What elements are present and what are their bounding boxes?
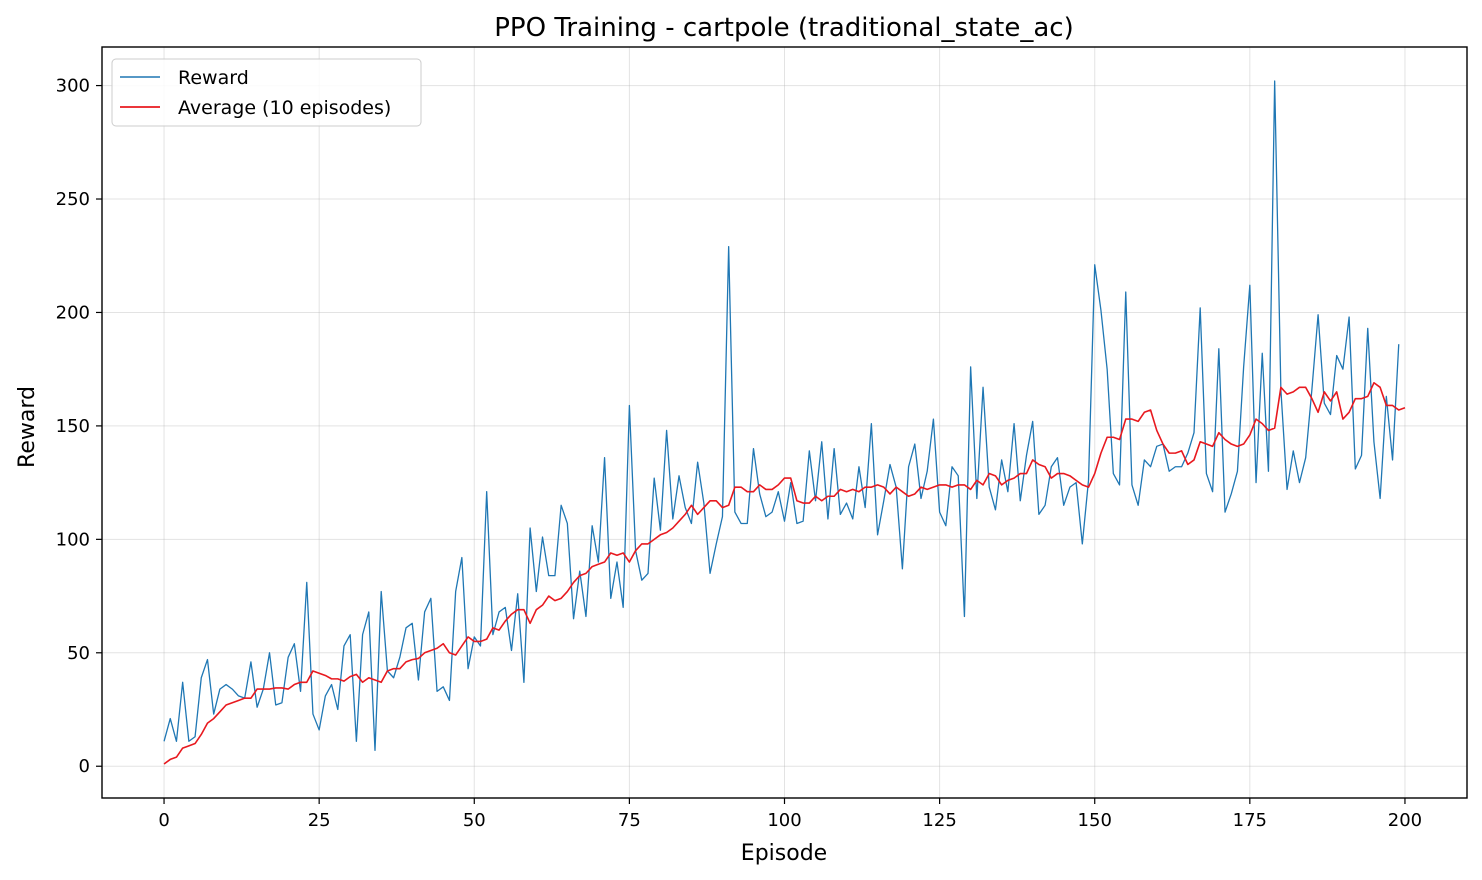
y-tick-label: 0	[79, 756, 90, 777]
x-tick-label: 150	[1078, 810, 1112, 831]
legend-label-average: Average (10 episodes)	[178, 97, 391, 119]
y-axis-label: Reward	[15, 386, 40, 468]
legend: Reward Average (10 episodes)	[111, 58, 422, 127]
x-tick-label: 200	[1388, 810, 1422, 831]
y-tick-label: 150	[56, 416, 90, 437]
series-layer	[163, 80, 1406, 765]
y-tick-label: 250	[56, 189, 90, 210]
y-tick-label: 200	[56, 302, 90, 323]
x-tick-label: 175	[1233, 810, 1267, 831]
legend-label-reward: Reward	[178, 67, 249, 89]
series-reward-line	[163, 80, 1400, 751]
x-tick-label: 0	[158, 810, 169, 831]
x-tick-label: 25	[308, 810, 331, 831]
y-tick-label: 50	[67, 643, 90, 664]
x-axis-label: Episode	[741, 841, 827, 866]
y-tick-label: 300	[56, 76, 90, 97]
chart-title: PPO Training - cartpole (traditional_sta…	[494, 13, 1073, 43]
x-tick-label: 50	[463, 810, 486, 831]
series-average-line	[163, 381, 1406, 765]
x-tick-label: 100	[767, 810, 801, 831]
legend-box	[111, 58, 422, 127]
x-tick-label: 75	[618, 810, 641, 831]
ticks: 0 25 50 75 100 125 150 175 200 0 50 100 150 200 250 300	[56, 76, 1422, 831]
y-tick-label: 100	[56, 529, 90, 550]
x-tick-label: 125	[922, 810, 956, 831]
